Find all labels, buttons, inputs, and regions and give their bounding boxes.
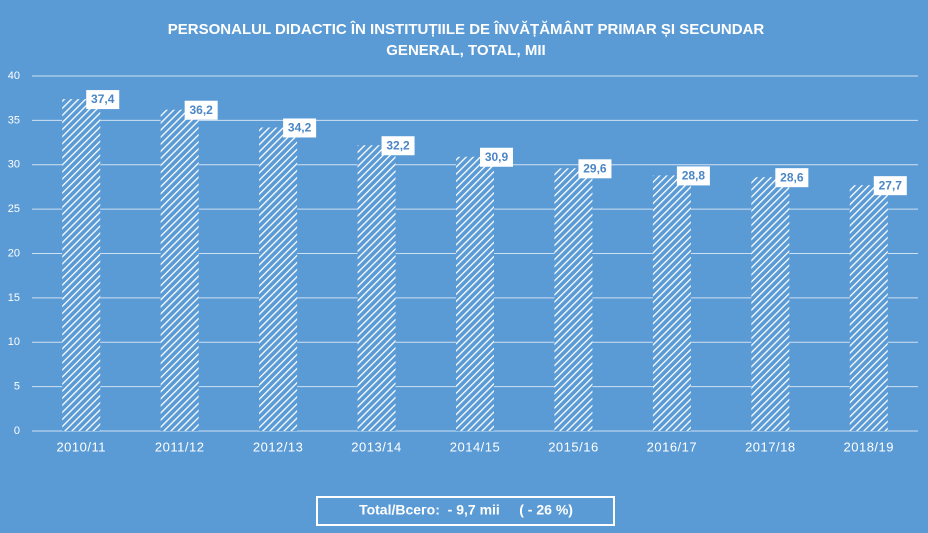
x-tick-label: 2014/15 [450,439,501,454]
bar [160,109,199,431]
y-tick-label: 25 [8,203,20,215]
chart-subtitle: GENERAL, TOTAL, MII [386,42,545,59]
y-tick-label: 40 [8,70,20,82]
x-tick-label: 2017/18 [745,439,796,454]
chart-title: PERSONALUL DIDACTIC ÎN INSTITUȚIILE DE Î… [168,20,765,38]
y-tick-label: 0 [14,425,20,437]
y-tick-label: 30 [8,159,20,171]
x-tick-label: 2018/19 [844,439,895,454]
annotation: Total/Всего: - 9,7 mii ( - 26 %) [359,502,573,518]
value-label: 34,2 [288,121,312,135]
value-label: 27,7 [879,178,903,192]
x-tick-label: 2013/14 [351,439,402,454]
bar [259,127,298,431]
annotation-box [316,496,615,526]
x-tick-label: 2010/11 [56,439,106,454]
value-label: 29,6 [583,161,607,175]
value-label: 28,8 [682,169,706,183]
bar [751,177,790,431]
value-label: 30,9 [485,150,509,164]
bar [652,175,691,431]
bar [456,156,494,431]
y-tick-label: 10 [8,336,20,348]
y-tick-label: 20 [8,247,20,259]
x-tick-label: 2012/13 [253,439,304,454]
value-label-box [775,168,809,188]
y-tick-label: 5 [14,381,20,393]
bar [62,99,101,431]
value-label: 37,4 [91,92,115,106]
bar [554,168,593,432]
value-label: 32,2 [386,138,410,152]
value-label: 36,2 [189,103,213,117]
value-label-box [283,118,317,138]
x-tick-label: 2011/12 [155,439,205,454]
y-tick-label: 15 [8,292,20,304]
y-tick-label: 35 [8,114,20,126]
value-label-box [578,159,612,179]
value-label-box [184,100,218,120]
value-label-box [676,166,710,186]
x-tick-label: 2015/16 [548,439,599,454]
value-label-box [480,147,513,167]
value-label-box [86,90,120,110]
bar [849,185,888,431]
value-label: 28,6 [780,170,804,184]
value-label-box [381,136,415,156]
x-tick-label: 2016/17 [647,439,698,454]
value-label-box [873,176,907,196]
bar [357,145,396,431]
